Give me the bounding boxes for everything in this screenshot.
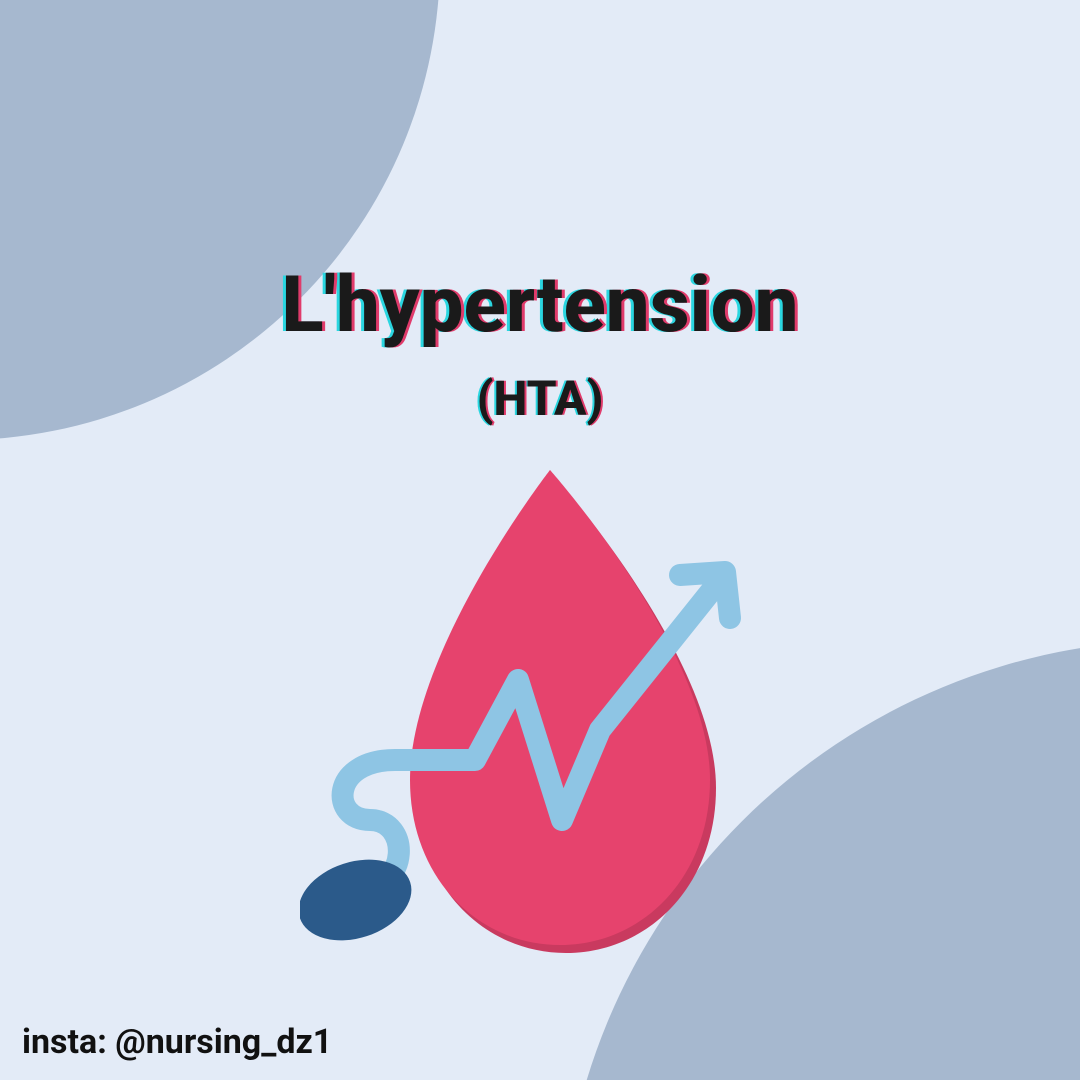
page-subtitle: (HTA) (HTA) (HTA) bbox=[477, 370, 604, 427]
blood-drop-icon bbox=[410, 470, 710, 945]
hypertension-icon bbox=[300, 440, 780, 960]
title-block: L'hypertension L'hypertension L'hyperten… bbox=[0, 260, 1080, 351]
footer-credit: insta: @nursing_dz1 bbox=[22, 1022, 332, 1062]
subtitle-text: (HTA) bbox=[477, 370, 604, 427]
title-text: L'hypertension bbox=[281, 260, 798, 351]
subtitle-block: (HTA) (HTA) (HTA) bbox=[0, 370, 1080, 427]
page-title: L'hypertension L'hypertension L'hyperten… bbox=[281, 260, 798, 351]
infographic-canvas: L'hypertension L'hypertension L'hyperten… bbox=[0, 0, 1080, 1080]
